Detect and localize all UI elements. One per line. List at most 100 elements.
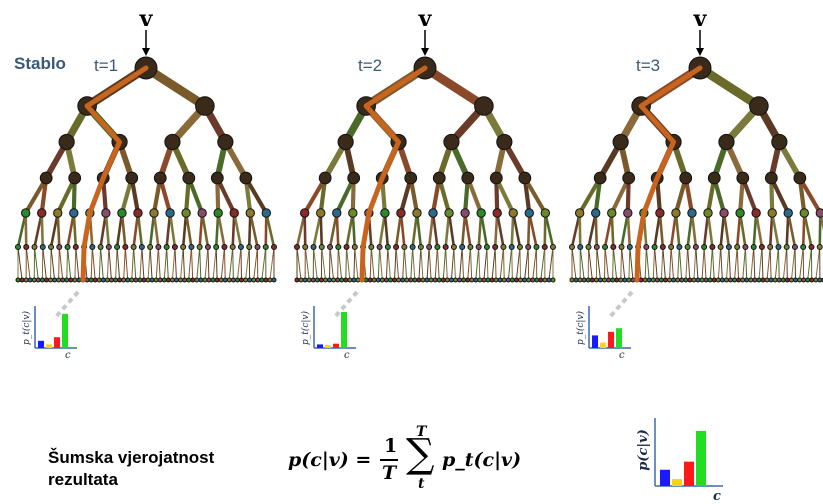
tree-node bbox=[108, 277, 114, 283]
tree-node bbox=[585, 244, 592, 250]
tree-node bbox=[27, 277, 33, 283]
tree-node bbox=[497, 277, 503, 283]
tree-edge bbox=[369, 246, 372, 281]
tree-node bbox=[758, 244, 765, 250]
tree-node bbox=[699, 277, 705, 283]
tree-edge bbox=[165, 211, 172, 249]
tree-edge bbox=[378, 211, 387, 249]
tree-node bbox=[748, 277, 754, 283]
tree-edge bbox=[768, 211, 774, 249]
tree-edge bbox=[216, 211, 226, 249]
tree-edge bbox=[420, 246, 424, 281]
tree-edge bbox=[511, 246, 513, 281]
tree-node bbox=[298, 277, 304, 283]
tree-edge bbox=[499, 246, 504, 281]
tree-edge bbox=[722, 211, 731, 249]
tree-edge bbox=[248, 211, 259, 249]
tree-edge bbox=[387, 246, 391, 281]
tree-edge bbox=[171, 246, 176, 281]
tree-edge bbox=[709, 246, 713, 281]
tree-edge bbox=[594, 211, 599, 249]
tree-node bbox=[809, 277, 815, 283]
tree-node bbox=[679, 171, 693, 185]
tree-node bbox=[574, 208, 585, 218]
tree-edge bbox=[477, 211, 483, 249]
tree-node bbox=[715, 277, 721, 283]
tree-edge bbox=[725, 246, 730, 281]
tree-node bbox=[31, 277, 37, 283]
input-arrowhead-3 bbox=[696, 48, 704, 56]
hist-x-label-3: c bbox=[619, 350, 625, 361]
tree-node bbox=[392, 277, 398, 283]
tree-edge bbox=[66, 246, 69, 281]
tree-node bbox=[683, 277, 689, 283]
forest-hist-bar bbox=[660, 469, 670, 486]
tree-edge bbox=[728, 246, 731, 281]
tree-edge bbox=[620, 246, 623, 281]
tree-node bbox=[335, 277, 341, 283]
tree-edge bbox=[395, 246, 400, 281]
tree-edge bbox=[426, 246, 430, 281]
tree-node bbox=[379, 277, 385, 283]
tree-node bbox=[767, 244, 774, 250]
tree-edge bbox=[207, 246, 210, 281]
tree-edge bbox=[604, 246, 606, 281]
tree-node bbox=[165, 208, 175, 218]
tree-edge bbox=[786, 211, 797, 249]
tree-edge bbox=[475, 246, 480, 281]
tree-edge bbox=[402, 246, 405, 281]
tree-edge bbox=[548, 246, 554, 281]
tree-node bbox=[190, 277, 196, 283]
tree-edge bbox=[302, 175, 328, 216]
tree-node bbox=[376, 244, 383, 250]
formula-frac-den: T bbox=[382, 462, 397, 484]
tree-edge bbox=[269, 246, 275, 281]
input-symbol-1: v bbox=[139, 6, 154, 32]
tree-edge bbox=[445, 246, 448, 281]
tree-edge bbox=[752, 211, 758, 249]
tree-edge bbox=[23, 175, 49, 216]
tree-node bbox=[740, 277, 746, 283]
tree-node bbox=[76, 277, 82, 283]
tree-node bbox=[163, 244, 170, 250]
tree-node bbox=[347, 277, 353, 283]
tree-node bbox=[569, 244, 575, 250]
tree-edge bbox=[55, 175, 77, 216]
tree-node bbox=[522, 277, 528, 283]
tree-node bbox=[96, 277, 102, 283]
tree-node bbox=[171, 244, 178, 250]
tree-node bbox=[485, 277, 491, 283]
tree-edge bbox=[495, 211, 505, 249]
tree-node bbox=[428, 277, 434, 283]
tree-edge bbox=[346, 246, 351, 281]
tree-node bbox=[363, 277, 369, 283]
tree-node bbox=[756, 277, 762, 283]
tree-label: Stablo bbox=[14, 54, 66, 73]
tree-edge bbox=[115, 246, 118, 281]
tree-node bbox=[750, 244, 757, 250]
tree-node bbox=[492, 244, 499, 250]
tree-node bbox=[475, 244, 482, 250]
tree-edge bbox=[819, 211, 823, 231]
tree-edge bbox=[319, 211, 324, 249]
tree-node bbox=[524, 208, 534, 218]
tree-node bbox=[805, 277, 811, 283]
tree-edge bbox=[174, 246, 177, 281]
tree-edge bbox=[428, 246, 432, 281]
tree-node bbox=[432, 171, 446, 185]
tree-edge bbox=[264, 211, 268, 249]
tree-edge bbox=[483, 246, 488, 281]
tree-node bbox=[585, 277, 591, 283]
active-path-1 bbox=[80, 65, 149, 283]
tree-edge bbox=[720, 246, 723, 281]
tree-node bbox=[337, 133, 354, 151]
tree-edge bbox=[141, 246, 145, 281]
tree-node bbox=[113, 277, 119, 283]
tree-edge bbox=[295, 211, 306, 249]
tree-node bbox=[306, 277, 312, 283]
tree-edge bbox=[17, 246, 23, 281]
tree-node bbox=[711, 277, 717, 283]
tree-edge bbox=[629, 246, 634, 281]
tree-node bbox=[509, 277, 515, 283]
